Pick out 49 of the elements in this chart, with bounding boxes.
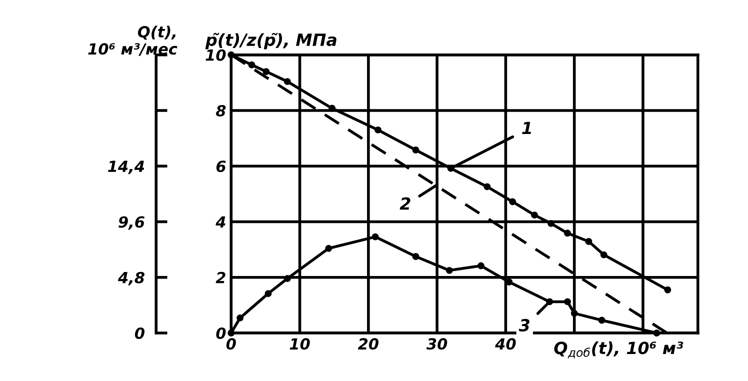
y-tick-label: 8 — [216, 104, 226, 117]
point — [264, 290, 272, 298]
text: 1 — [522, 122, 532, 134]
point — [325, 244, 332, 252]
point — [446, 266, 453, 274]
y-tick-label: 0 — [216, 327, 226, 340]
point — [228, 330, 235, 336]
point — [478, 262, 484, 270]
y-tick-label: 6 — [216, 160, 226, 172]
point — [598, 316, 606, 324]
point — [228, 51, 235, 58]
y2-tick-label: 9,6 — [118, 216, 144, 230]
y-tick-label: 10 — [206, 49, 226, 61]
y2-axis-title: Q(t), 10⁶ м³/мес — [88, 26, 178, 56]
point — [564, 298, 571, 306]
point — [284, 275, 291, 282]
point — [372, 233, 379, 240]
point — [412, 253, 420, 260]
series-label: 2 — [400, 197, 410, 210]
x-tick-label: 0 — [226, 338, 236, 350]
y2-tick-label: 14,4 — [108, 160, 144, 174]
point — [531, 212, 538, 219]
point — [653, 330, 660, 336]
x-axis-title: Q$_{доб}$(t), 10⁶ м³ — [554, 341, 684, 358]
y-tick-label: 2 — [216, 272, 226, 284]
y-tick-label: 4 — [216, 216, 226, 228]
x-tick-label: 20 — [358, 338, 378, 350]
point — [412, 146, 420, 154]
legend-label: 3 — [518, 318, 530, 332]
point — [664, 286, 672, 294]
x-tick-label: 30 — [426, 338, 448, 350]
point — [374, 126, 382, 134]
point — [484, 183, 491, 190]
point — [328, 104, 336, 112]
point — [236, 314, 244, 322]
point — [284, 78, 291, 86]
y-axis-title: p̃(t)/z(p̃), МПа — [205, 32, 336, 50]
point — [585, 238, 592, 245]
point — [600, 251, 608, 258]
y2-tick-label: 4,8 — [118, 272, 144, 286]
x-tick-label: 10 — [290, 338, 310, 350]
point — [262, 68, 270, 76]
point — [570, 310, 578, 317]
point — [248, 61, 256, 68]
point — [564, 230, 571, 237]
point — [509, 198, 516, 206]
point — [548, 220, 554, 227]
y2-tick-label: 0 — [134, 327, 144, 340]
x-tick-label: 40 — [495, 338, 516, 350]
